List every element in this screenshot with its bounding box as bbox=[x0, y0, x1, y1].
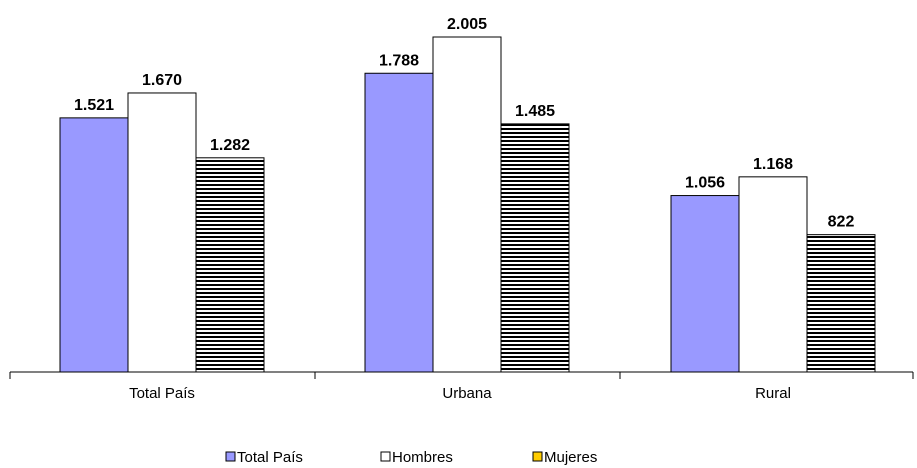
category-label-rural: Rural bbox=[755, 385, 791, 402]
legend-swatch-total-pais bbox=[225, 451, 236, 462]
value-label-total-pais-rural: 1.056 bbox=[685, 175, 725, 192]
legend-label-total-pais: Total País bbox=[237, 449, 303, 466]
value-label-mujeres-urbana: 1.485 bbox=[515, 103, 555, 120]
legend-swatch-hombres bbox=[380, 451, 391, 462]
legend-label-hombres: Hombres bbox=[392, 449, 453, 466]
bar-hombres-rural bbox=[738, 176, 808, 373]
legend: Total País Hombres Mujeres bbox=[225, 449, 597, 466]
legend-swatch-mujeres bbox=[532, 451, 543, 462]
value-label-hombres-urbana: 2.005 bbox=[447, 16, 487, 33]
bar-total-pais-total-pais bbox=[59, 117, 129, 373]
value-label-hombres-rural: 1.168 bbox=[753, 156, 793, 173]
category-label-urbana: Urbana bbox=[442, 385, 492, 402]
bar-total-pais-rural bbox=[670, 195, 740, 373]
bar-mujeres-rural bbox=[806, 234, 876, 373]
bar-hombres-urbana bbox=[432, 36, 502, 373]
bar-mujeres-total-pais bbox=[195, 157, 265, 373]
category-labels: Total País Urbana Rural bbox=[129, 385, 791, 402]
bar-hombres-total-pais bbox=[127, 92, 197, 373]
value-label-total-pais-urbana: 1.788 bbox=[379, 52, 419, 69]
bars-layer bbox=[59, 36, 876, 373]
value-label-mujeres-total-pais: 1.282 bbox=[210, 137, 250, 154]
bar-total-pais-urbana bbox=[364, 72, 434, 373]
value-label-total-pais-total-pais: 1.521 bbox=[74, 97, 114, 114]
legend-label-mujeres: Mujeres bbox=[544, 449, 597, 466]
value-label-hombres-total-pais: 1.670 bbox=[142, 72, 182, 89]
x-axis-ticks bbox=[9, 372, 914, 379]
value-labels-layer: 1.521 1.670 1.282 1.788 2.005 1.485 1.056 1.168… bbox=[74, 16, 854, 231]
category-label-total-pais: Total País bbox=[129, 385, 195, 402]
value-label-mujeres-rural: 822 bbox=[828, 214, 855, 231]
bar-mujeres-urbana bbox=[500, 123, 570, 373]
